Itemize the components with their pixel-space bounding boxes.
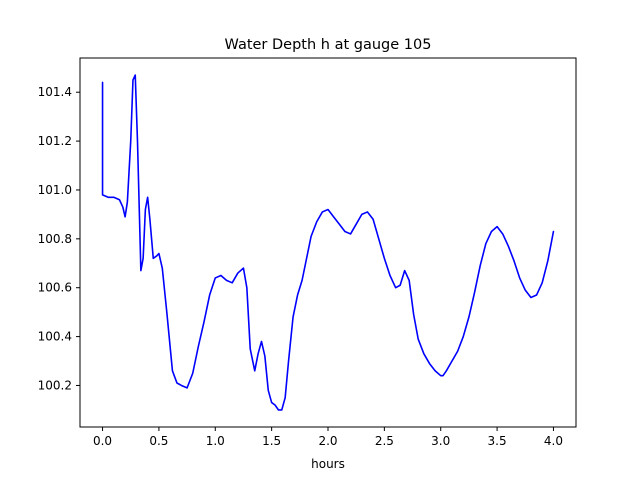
x-tick-label: 1.0 [206,434,225,448]
chart-title: Water Depth h at gauge 105 [225,37,432,53]
y-tick-label: 100.8 [38,232,72,246]
x-tick-label: 0.5 [149,434,168,448]
x-axis-label: hours [311,457,345,471]
y-tick-label: 100.2 [38,378,72,392]
y-tick-label: 100.4 [38,330,72,344]
y-tick-label: 100.6 [38,281,72,295]
y-axis: 100.2 100.4 100.6 100.8 101.0 101.2 101.4 [38,85,80,392]
x-tick-label: 4.0 [544,434,563,448]
x-axis: 0.0 0.5 1.0 1.5 2.0 2.5 3.0 3.5 4.0 [93,427,563,448]
y-tick-label: 101.4 [38,85,72,99]
y-tick-label: 101.2 [38,134,72,148]
series-line-0 [101,74,555,411]
x-tick-label: 1.5 [262,434,281,448]
x-tick-label: 0.0 [93,434,112,448]
x-tick-label: 3.5 [488,434,507,448]
plot-area [101,74,555,411]
x-tick-label: 3.0 [431,434,450,448]
x-tick-label: 2.0 [318,434,337,448]
x-tick-label: 2.5 [375,434,394,448]
y-tick-label: 101.0 [38,183,72,197]
